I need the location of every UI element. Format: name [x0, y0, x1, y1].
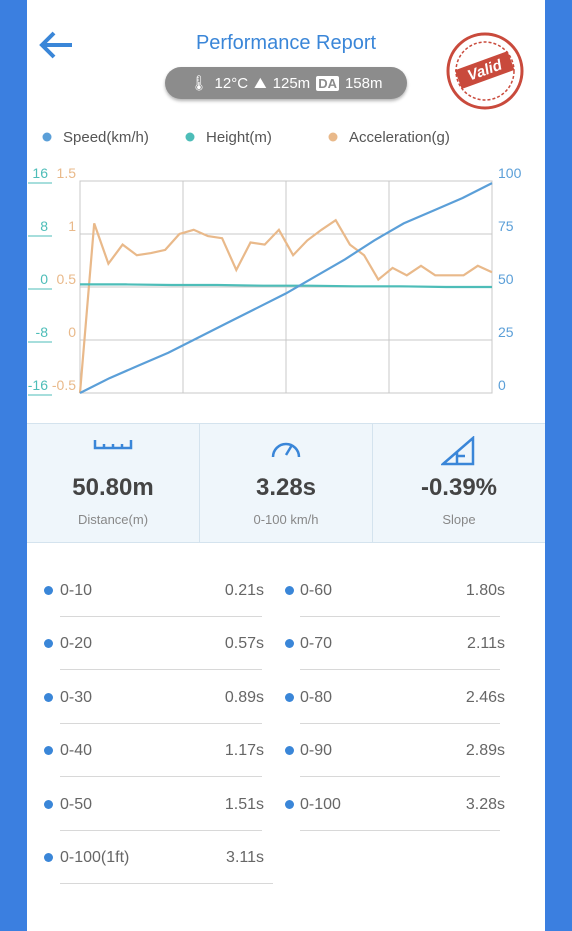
- legend-marker: [185, 132, 195, 142]
- chart: 0 25 50 75 100 -16 -8 0 8 16 -0.5 0 0.5 1 1.5 Speed(km/…: [28, 129, 522, 396]
- split-divider: [60, 830, 262, 831]
- split-label: 0-70: [300, 635, 333, 652]
- y-tick-label: -8: [36, 324, 49, 340]
- y-tick-label: 25: [498, 324, 514, 340]
- y-tick-label: 8: [40, 218, 48, 234]
- gauge-icon: [271, 442, 301, 458]
- y-tick-label: 1.5: [57, 165, 77, 181]
- split-marker: [44, 693, 53, 702]
- split-time: 1.80s: [465, 582, 505, 599]
- split-marker: [285, 800, 294, 809]
- density-altitude: 158m: [344, 74, 383, 92]
- altitude: 125m: [272, 74, 311, 92]
- back-button[interactable]: [38, 30, 74, 60]
- split-time: 1.51s: [224, 796, 264, 813]
- split-label: 0-40: [60, 742, 93, 759]
- valid-stamp: Valid: [446, 32, 524, 110]
- da-badge: DA: [316, 75, 339, 91]
- split-divider: [60, 883, 273, 884]
- split-label: 0-50: [60, 796, 93, 813]
- side-bar: [0, 0, 27, 931]
- y-tick-label: 0.5: [57, 271, 77, 287]
- legend-label: Acceleration(g): [349, 129, 450, 146]
- split-time: 1.17s: [224, 742, 264, 759]
- altitude-icon: ⛰: [254, 74, 267, 92]
- split-divider: [60, 669, 262, 670]
- stat: 3.28s 0-100 km/h: [199, 424, 372, 542]
- split-divider: [300, 616, 500, 617]
- split-time: 2.11s: [467, 635, 505, 652]
- split-label: 0-20: [60, 635, 93, 652]
- split-divider: [300, 776, 500, 777]
- legend-label: Speed(km/h): [63, 129, 149, 146]
- split-marker: [44, 639, 53, 648]
- y-tick-label: 0: [498, 377, 506, 393]
- split-time: 2.89s: [465, 742, 505, 759]
- split-marker: [44, 853, 53, 862]
- split-divider: [300, 830, 500, 831]
- legend-label: Height(m): [206, 129, 272, 146]
- stat-label: Distance(m): [77, 512, 149, 527]
- y-tick-label: 1: [68, 218, 76, 234]
- y-tick-label: 16: [32, 165, 48, 181]
- legend-marker: [328, 132, 338, 142]
- split-marker: [44, 800, 53, 809]
- stats-panel: 50.80m Distance(m) 3.28s 0-100 km/h -0.3…: [27, 423, 545, 543]
- split-marker: [285, 639, 294, 648]
- series-line: [80, 283, 492, 289]
- y-tick-label: -0.5: [52, 377, 76, 393]
- stat-label: 0-100 km/h: [253, 512, 319, 527]
- split-time: 3.11s: [226, 849, 264, 866]
- y-tick-label: 50: [498, 271, 514, 287]
- thermometer-icon: 🌡: [189, 75, 209, 92]
- split-marker: [44, 746, 53, 755]
- split-label: 0-90: [300, 742, 333, 759]
- split-time: 0.21s: [224, 582, 264, 599]
- title: Performance Report: [195, 32, 377, 54]
- split-label: 0-100(1ft): [60, 849, 130, 866]
- series-line: [78, 218, 493, 394]
- y-tick-label: 100: [498, 165, 522, 181]
- stat-label: Slope: [442, 512, 476, 527]
- side-bar: [545, 0, 572, 931]
- split-label: 0-100: [300, 796, 341, 813]
- split-divider: [300, 669, 500, 670]
- split-label: 0-10: [60, 582, 93, 599]
- stat-value: -0.39%: [420, 474, 498, 501]
- stat-value: 3.28s: [255, 474, 317, 501]
- stat-value: 50.80m: [72, 474, 154, 501]
- y-tick-label: 0: [68, 324, 76, 340]
- conditions: 🌡 12°C ⛰ 125m DA 158m: [165, 67, 407, 99]
- split-marker: [285, 586, 294, 595]
- split-divider: [60, 776, 262, 777]
- split-marker: [285, 746, 294, 755]
- legend-marker: [42, 132, 52, 142]
- split-marker: [44, 586, 53, 595]
- split-label: 0-30: [60, 689, 93, 706]
- y-tick-label: -16: [28, 377, 48, 393]
- temperature: 12°C: [214, 74, 249, 92]
- split-time: 0.89s: [224, 689, 264, 706]
- split-marker: [285, 693, 294, 702]
- slope-icon: [441, 436, 475, 466]
- split-label: 0-60: [300, 582, 333, 599]
- series-line: [79, 182, 493, 394]
- split-divider: [60, 616, 262, 617]
- split-divider: [300, 723, 500, 724]
- stat: -0.39% Slope: [372, 424, 545, 542]
- y-tick-label: 0: [40, 271, 48, 287]
- y-tick-label: 75: [498, 218, 514, 234]
- ruler-icon: [93, 440, 133, 450]
- stat: 50.80m Distance(m): [27, 424, 199, 542]
- split-divider: [60, 723, 262, 724]
- split-time: 2.46s: [465, 689, 505, 706]
- split-time: 3.28s: [465, 796, 505, 813]
- split-time: 0.57s: [224, 635, 264, 652]
- split-label: 0-80: [300, 689, 333, 706]
